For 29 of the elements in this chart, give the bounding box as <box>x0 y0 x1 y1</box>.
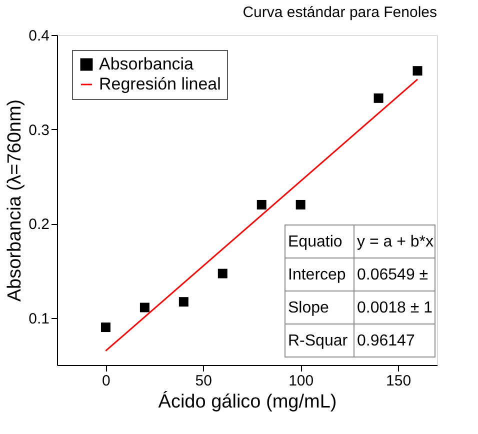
annotation: 0.96147 <box>357 332 415 350</box>
point <box>256 200 266 210</box>
annotation: 0.06549 ± <box>357 266 428 284</box>
y-tick-label: 0.1 <box>28 310 50 328</box>
annotation: Intercep <box>288 266 346 284</box>
annotation: R-Squar <box>288 332 348 350</box>
annotation: y = a + b*x <box>357 234 434 250</box>
point <box>374 93 384 103</box>
x-tick-label: 50 <box>195 372 212 390</box>
annotation: Equatio <box>288 234 342 250</box>
x-axis-title: Ácido gálico (mg/mL) <box>158 390 337 412</box>
x-tick-label: 0 <box>102 372 110 390</box>
point <box>178 297 188 307</box>
chart-title: Curva estándar para Fenoles <box>242 4 437 21</box>
point <box>140 302 150 312</box>
legend-label: Regresión lineal <box>99 74 221 94</box>
point <box>412 66 422 76</box>
point <box>218 268 228 278</box>
x-tick-label: 100 <box>288 372 314 390</box>
annotation: 0.0018 ± 1 <box>357 300 433 316</box>
x-tick-label: 150 <box>386 372 412 390</box>
y-tick-label: 0.2 <box>28 216 50 234</box>
y-tick-label: 0.3 <box>28 122 50 139</box>
legend-label: Absorbancia <box>99 54 194 74</box>
y-tick-label: 0.4 <box>28 28 50 44</box>
point <box>100 322 110 332</box>
annotation: Slope <box>288 300 330 316</box>
y-axis-title: Absorbancia (λ=760nm) <box>4 99 26 302</box>
point <box>296 200 306 210</box>
